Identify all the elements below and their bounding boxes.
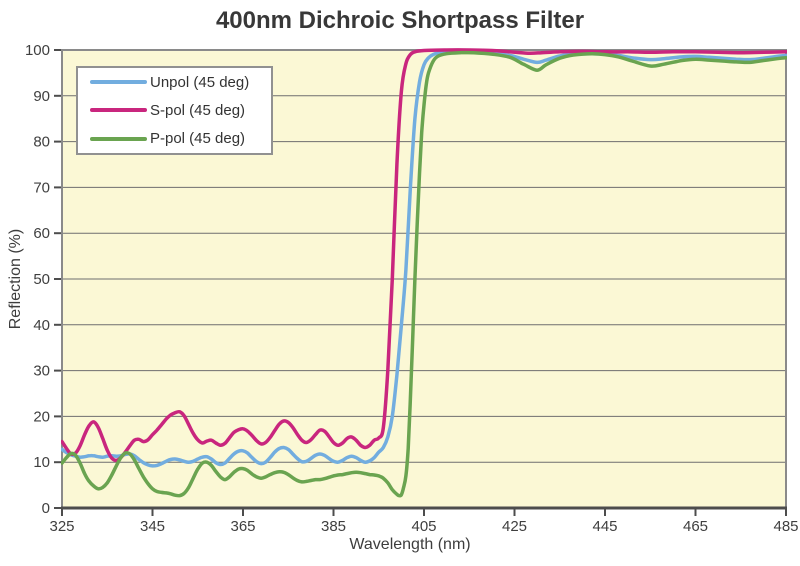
y-tick-label: 70	[33, 179, 50, 196]
series-p-pol	[61, 50, 787, 498]
y-tick-label: 50	[33, 271, 50, 288]
legend-label-p-pol: P-pol (45 deg)	[150, 130, 246, 148]
x-tick-label: 405	[411, 518, 436, 535]
legend-line-unpol	[90, 80, 147, 85]
series-s-pol	[61, 48, 787, 463]
y-tick-label: 100	[25, 42, 50, 59]
legend-label-unpol: Unpol (45 deg)	[150, 73, 250, 91]
y-tick-label: 40	[33, 317, 50, 334]
x-tick-label: 325	[49, 518, 74, 535]
y-axis-title: Reflection (%)	[7, 228, 24, 330]
x-tick-label: 365	[230, 518, 255, 535]
x-tick-label: 465	[683, 518, 708, 535]
series-group	[61, 48, 787, 498]
y-tick-label: 90	[33, 88, 50, 105]
x-tick-label: 425	[502, 518, 527, 535]
y-tick-label: 60	[33, 225, 50, 242]
x-axis-title: Wavelength (nm)	[349, 536, 471, 553]
legend-item-p-pol: P-pol (45 deg)	[78, 125, 271, 153]
series-unpol	[61, 50, 787, 468]
legend-item-s-pol: S-pol (45 deg)	[78, 96, 271, 124]
legend: Unpol (45 deg) S-pol (45 deg) P-pol (45 …	[76, 66, 273, 155]
x-tick-label: 485	[773, 518, 798, 535]
tick-marks	[54, 49, 787, 516]
x-tick-label: 385	[321, 518, 346, 535]
legend-label-s-pol: S-pol (45 deg)	[150, 101, 246, 119]
y-tick-label: 0	[42, 500, 50, 517]
tick-labels: 0 10 20 30 40 50 60 70 80 90 100 325 345 365 385 405 425…	[25, 42, 799, 535]
x-tick-label: 445	[592, 518, 617, 535]
y-tick-label: 80	[33, 134, 50, 151]
y-tick-label: 10	[33, 454, 50, 471]
legend-line-s-pol	[90, 108, 147, 113]
x-tick-label: 345	[140, 518, 165, 535]
y-tick-label: 30	[33, 363, 50, 380]
legend-line-p-pol	[90, 136, 147, 141]
legend-item-unpol: Unpol (45 deg)	[78, 68, 271, 96]
y-tick-label: 20	[33, 408, 50, 425]
chart-title: 400nm Dichroic Shortpass Filter	[215, 7, 585, 34]
